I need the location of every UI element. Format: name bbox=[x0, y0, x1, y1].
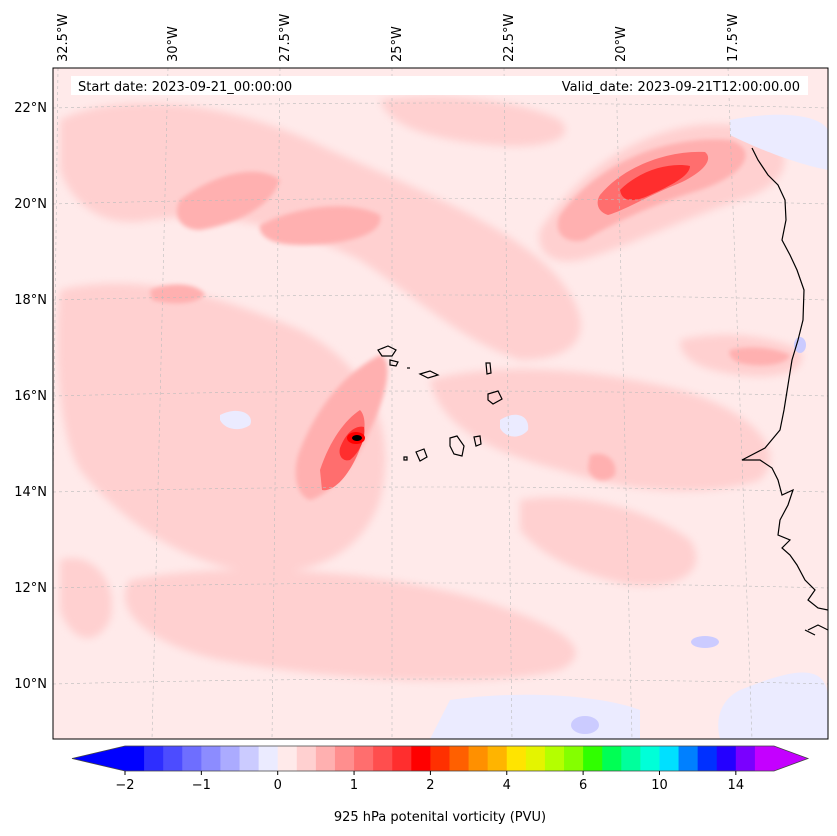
colorbar-bin bbox=[735, 746, 756, 771]
date-banner bbox=[71, 76, 808, 95]
lat-tick-label: 22°N bbox=[14, 101, 47, 116]
lon-tick-labels: 32.5°W 30°W 27.5°W 25°W 22.5°W 20°W 17.5… bbox=[56, 14, 741, 62]
colorbar-bin bbox=[144, 746, 164, 771]
colorbar-tick-label: 10 bbox=[651, 778, 668, 793]
colorbar-bin bbox=[334, 746, 355, 771]
field-layer-negative-2 bbox=[571, 337, 806, 734]
colorbar-bin bbox=[716, 746, 737, 771]
colorbar-bin bbox=[354, 746, 374, 771]
lon-tick-label: 20°W bbox=[614, 26, 629, 62]
island-sal bbox=[485, 362, 492, 375]
island-boa-vista bbox=[487, 390, 503, 405]
colorbar-bin bbox=[487, 746, 508, 771]
lon-tick-label: 32.5°W bbox=[56, 14, 71, 62]
colorbar-bin bbox=[506, 746, 527, 771]
colorbar-bin bbox=[411, 746, 432, 771]
colorbar-bin bbox=[182, 746, 202, 771]
colorbar-bin bbox=[239, 746, 260, 771]
coastlines bbox=[377, 147, 828, 636]
vorticity-field bbox=[53, 68, 828, 739]
colorbar-bin bbox=[125, 746, 145, 771]
colorbar-extend-max bbox=[774, 746, 808, 771]
field-layer-max bbox=[347, 432, 365, 444]
colorbar-tick-label: 14 bbox=[728, 778, 745, 793]
lon-tick-label: 27.5°W bbox=[278, 14, 293, 62]
lat-tick-label: 18°N bbox=[14, 293, 47, 308]
lat-tick-label: 10°N bbox=[14, 677, 47, 692]
lat-tick-label: 14°N bbox=[14, 485, 47, 500]
lon-tick-label: 22.5°W bbox=[502, 14, 517, 62]
island-sao-nicolau bbox=[418, 370, 440, 379]
colorbar-tick-label: 6 bbox=[579, 778, 587, 793]
colorbar-bin bbox=[449, 746, 470, 771]
colorbar-bin bbox=[640, 746, 661, 771]
colorbar-bin bbox=[296, 746, 317, 771]
colorbar-bin bbox=[468, 746, 489, 771]
africa-coastline bbox=[741, 147, 828, 611]
island-santo-antao bbox=[377, 345, 397, 357]
island-maio bbox=[473, 435, 482, 447]
colorbar-bin bbox=[583, 746, 603, 771]
colorbar-bin bbox=[754, 746, 775, 771]
colorbar-tick-label: −1 bbox=[192, 778, 211, 793]
island-sao-vicente bbox=[389, 359, 399, 367]
colorbar-bin bbox=[392, 746, 412, 771]
colorbar-tick-label: 2 bbox=[426, 778, 434, 793]
colorbar-tick-label: 0 bbox=[274, 778, 282, 793]
colorbar-bin bbox=[315, 746, 336, 771]
colorbar-bin bbox=[163, 746, 183, 771]
colorbar-tick-label: 1 bbox=[350, 778, 358, 793]
lon-tick-label: 25°W bbox=[390, 26, 405, 62]
colorbar-bin bbox=[697, 746, 718, 771]
start-date-label: Start date: 2023-09-21_00:00:00 bbox=[78, 80, 292, 95]
island-brava bbox=[403, 456, 408, 461]
colorbar bbox=[71, 745, 810, 772]
colorbar-bin bbox=[373, 746, 393, 771]
colorbar-extend-min bbox=[72, 746, 125, 771]
colorbar-bin bbox=[621, 746, 641, 771]
graticule bbox=[53, 68, 828, 739]
lat-tick-label: 12°N bbox=[14, 581, 47, 596]
colorbar-bin bbox=[544, 746, 565, 771]
colorbar-ticks: −2 −1 0 1 2 4 6 10 14 bbox=[115, 771, 744, 793]
colorbar-tick-label: −2 bbox=[115, 778, 134, 793]
colorbar-bin bbox=[564, 746, 584, 771]
lon-tick-label: 17.5°W bbox=[726, 14, 741, 62]
island-fogo bbox=[415, 448, 428, 462]
colorbar-bin bbox=[678, 746, 699, 771]
colorbar-bin bbox=[201, 746, 222, 771]
colorbar-tick-label: 4 bbox=[503, 778, 511, 793]
colorbar-bin bbox=[430, 746, 451, 771]
colorbar-bin bbox=[525, 746, 546, 771]
lon-tick-label: 30°W bbox=[166, 26, 181, 62]
colorbar-bin bbox=[277, 746, 298, 771]
valid-date-label: Valid_date: 2023-09-21T12:00:00.00 bbox=[562, 80, 800, 95]
map-frame bbox=[52, 67, 829, 740]
colorbar-bin bbox=[659, 746, 680, 771]
lat-tick-label: 16°N bbox=[14, 389, 47, 404]
lat-tick-label: 20°N bbox=[14, 197, 47, 212]
lat-tick-labels: 22°N 20°N 18°N 16°N 14°N 12°N 10°N bbox=[14, 101, 47, 692]
colorbar-bin bbox=[258, 746, 279, 771]
coast-detail bbox=[804, 624, 828, 636]
colorbar-bin bbox=[602, 746, 622, 771]
colorbar-bin bbox=[220, 746, 241, 771]
island-santiago bbox=[449, 435, 465, 457]
colorbar-label: 925 hPa potenital vorticity (PVU) bbox=[334, 810, 546, 825]
field-layer-negative bbox=[220, 114, 828, 739]
